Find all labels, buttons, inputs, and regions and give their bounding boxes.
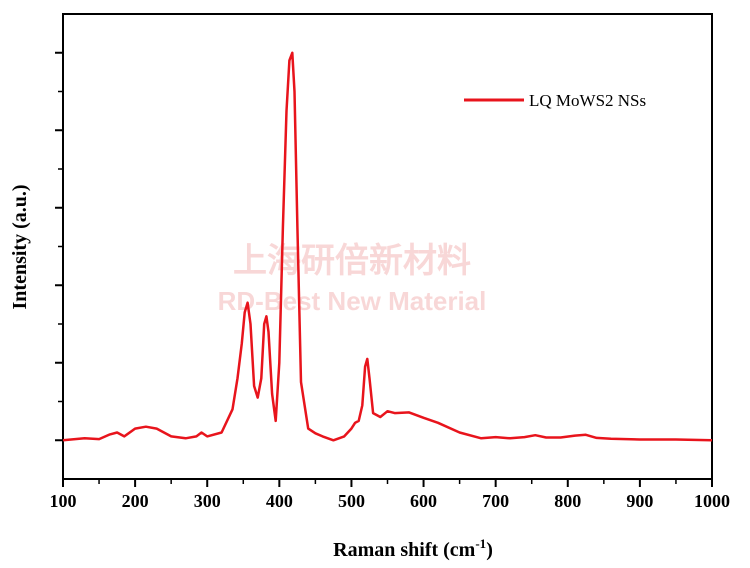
- y-axis-title: Intensity (a.u.): [9, 184, 31, 309]
- x-tick-labels: 100 200 300 400 500 600 700 800 900 1000: [50, 491, 731, 511]
- x-tick-label: 600: [410, 491, 437, 511]
- x-tick-label: 300: [194, 491, 221, 511]
- x-tick-label: 800: [554, 491, 581, 511]
- x-tick-label: 100: [50, 491, 77, 511]
- x-tick-label: 400: [266, 491, 293, 511]
- x-tick-label: 500: [338, 491, 365, 511]
- x-tick-label: 200: [122, 491, 149, 511]
- x-tick-label: 700: [482, 491, 509, 511]
- legend: LQ MoWS2 NSs: [464, 91, 646, 110]
- x-tick-label: 1000: [694, 491, 730, 511]
- x-axis-title: Raman shift (cm-1): [333, 536, 493, 561]
- axis-ticks: [55, 51, 713, 487]
- legend-label: LQ MoWS2 NSs: [529, 91, 646, 110]
- series-group: [62, 51, 713, 442]
- x-tick-label: 900: [626, 491, 653, 511]
- watermark-cn: 上海研倍新材料: [233, 241, 471, 281]
- series-line: [62, 51, 713, 442]
- watermark-en: RD-Best New Material: [218, 286, 487, 316]
